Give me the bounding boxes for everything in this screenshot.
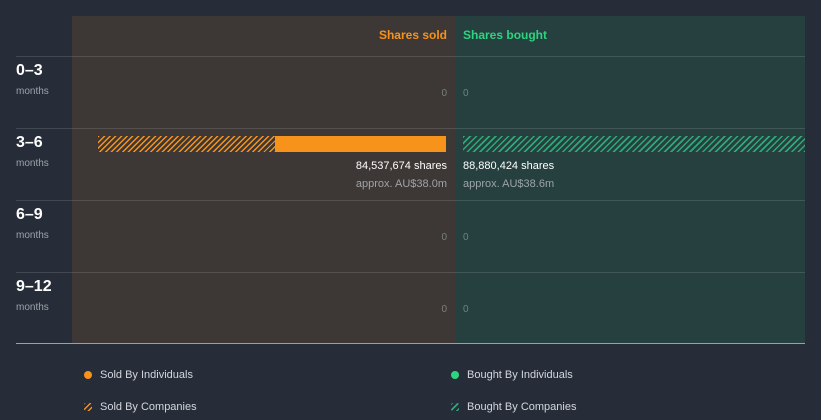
row-unit: months	[16, 302, 49, 313]
row-unit: months	[16, 230, 49, 241]
row-unit: months	[16, 86, 49, 97]
bar-sold-by-companies[interactable]	[98, 136, 275, 152]
orange-dot-icon	[84, 371, 92, 379]
green-hatch-icon	[451, 403, 459, 411]
row-label-0-3: 0–3 months	[16, 62, 49, 97]
row-range: 9–12	[16, 278, 52, 295]
bought-value-9-12: 0	[463, 304, 469, 315]
row-divider	[16, 56, 805, 57]
bought-value-0-3: 0	[463, 88, 469, 99]
legend-label: Bought By Companies	[467, 401, 577, 413]
legend-bought-by-individuals[interactable]: Bought By Individuals	[451, 369, 573, 381]
row-divider	[16, 128, 805, 129]
orange-hatch-icon	[84, 403, 92, 411]
sold-value-6-9: 0	[441, 232, 447, 243]
row-range: 0–3	[16, 62, 43, 79]
row-label-9-12: 9–12 months	[16, 278, 52, 313]
row-range: 3–6	[16, 134, 43, 151]
bought-value-6-9: 0	[463, 232, 469, 243]
row-label-6-9: 6–9 months	[16, 206, 49, 241]
row-label-3-6: 3–6 months	[16, 134, 49, 169]
row-unit: months	[16, 158, 49, 169]
legend-label: Sold By Companies	[100, 401, 197, 413]
x-axis-line	[16, 343, 805, 344]
sold-shares-3-6: 84,537,674 shares	[355, 160, 447, 172]
sold-approx-3-6: approx. AU$38.0m	[355, 178, 447, 190]
sold-value-0-3: 0	[441, 88, 447, 99]
row-range: 6–9	[16, 206, 43, 223]
bar-bought-by-companies[interactable]	[463, 136, 805, 152]
shares-bought-header: Shares bought	[463, 28, 548, 42]
bought-approx-3-6: approx. AU$38.6m	[463, 178, 555, 190]
legend-label: Sold By Individuals	[100, 369, 193, 381]
green-dot-icon	[451, 371, 459, 379]
sold-value-9-12: 0	[441, 304, 447, 315]
legend-label: Bought By Individuals	[467, 369, 573, 381]
bought-shares-3-6: 88,880,424 shares	[463, 160, 555, 172]
bar-sold-by-individuals[interactable]	[275, 136, 446, 152]
shares-sold-panel	[72, 16, 455, 343]
legend-bought-by-companies[interactable]: Bought By Companies	[451, 401, 576, 413]
shares-bought-panel	[455, 16, 805, 343]
shares-sold-header: Shares sold	[378, 28, 447, 42]
row-divider	[16, 272, 805, 273]
legend-sold-by-companies[interactable]: Sold By Companies	[84, 401, 197, 413]
row-divider	[16, 200, 805, 201]
legend-sold-by-individuals[interactable]: Sold By Individuals	[84, 369, 193, 381]
